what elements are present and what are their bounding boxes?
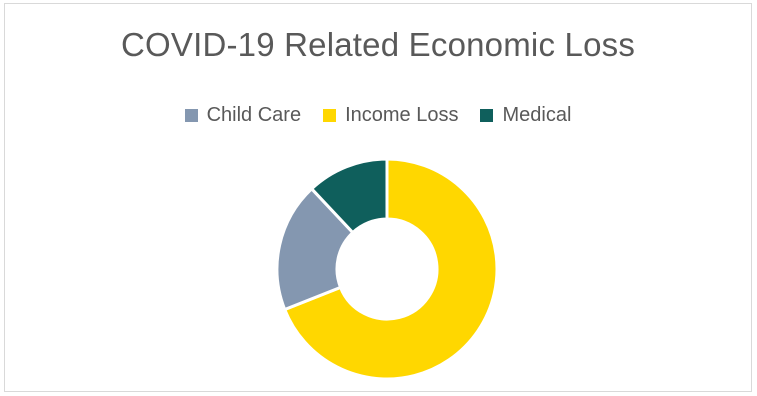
legend-label-income-loss: Income Loss [345, 104, 459, 126]
legend-label-child-care: Child Care [206, 104, 302, 126]
legend-item-income-loss[interactable]: Income Loss [323, 104, 458, 127]
donut-chart [275, 157, 499, 381]
donut-slices [275, 157, 499, 381]
chart-title: COVID-19 Related Economic Loss [120, 26, 636, 63]
slice-child-care[interactable] [275, 186, 355, 312]
slice-medical[interactable] [309, 157, 389, 235]
legend-swatch-child-care [184, 109, 198, 122]
legend-item-child-care[interactable]: Child Care [184, 104, 302, 127]
legend-label-medical: Medical [502, 104, 572, 126]
legend-item-medical[interactable]: Medical [480, 104, 571, 127]
legend-swatch-medical [480, 109, 494, 122]
chart-legend: Child Care Income Loss Medical [5, 104, 751, 127]
chart-frame: COVID-19 Related Economic Loss Child Car… [4, 3, 752, 392]
slice-income-loss[interactable] [282, 157, 499, 381]
legend-swatch-income-loss [323, 109, 337, 122]
